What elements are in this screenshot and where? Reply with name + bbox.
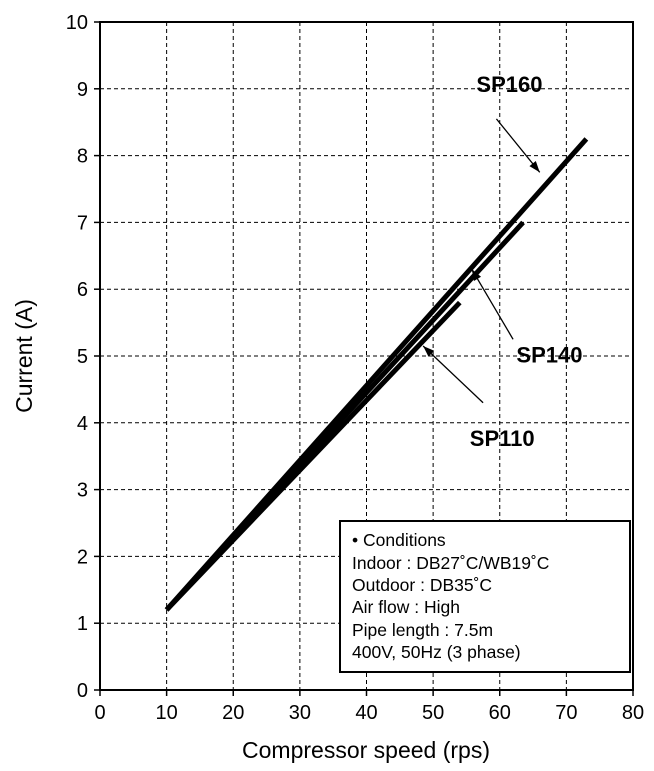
callout-arrow-sp140 bbox=[471, 268, 514, 340]
x-tick-label: 20 bbox=[222, 702, 244, 724]
callout-label-sp140: SP140 bbox=[516, 343, 582, 368]
x-tick-label: 70 bbox=[555, 702, 577, 724]
y-tick-label: 8 bbox=[77, 146, 88, 168]
y-tick-label: 2 bbox=[77, 546, 88, 568]
callout-label-sp160: SP160 bbox=[476, 72, 542, 97]
series-line-sp110 bbox=[164, 300, 462, 612]
callout-label-sp110: SP110 bbox=[470, 426, 535, 451]
conditions-box: • Conditions Indoor : DB27˚C/WB19˚C Outd… bbox=[339, 520, 631, 673]
y-tick-label: 9 bbox=[77, 79, 88, 101]
conditions-indoor: Indoor : DB27˚C/WB19˚C bbox=[352, 553, 549, 573]
y-tick-label: 1 bbox=[77, 613, 88, 635]
callout-arrow-sp110 bbox=[422, 345, 484, 404]
x-tick-label: 40 bbox=[355, 702, 377, 724]
conditions-heading: • Conditions bbox=[352, 530, 446, 550]
y-tick-label: 6 bbox=[77, 279, 88, 301]
x-tick-label: 60 bbox=[489, 702, 511, 724]
x-tick-label: 10 bbox=[156, 702, 178, 724]
conditions-frame bbox=[339, 520, 631, 673]
y-tick-label: 4 bbox=[77, 413, 88, 435]
y-axis-label: Current (A) bbox=[11, 299, 37, 413]
callout-arrowhead-sp140 bbox=[471, 269, 482, 281]
y-tick-label: 3 bbox=[77, 480, 88, 502]
y-tick-label: 10 bbox=[66, 12, 88, 34]
x-tick-label: 80 bbox=[622, 702, 644, 724]
y-tick-label: 5 bbox=[77, 346, 88, 368]
callout-arrowhead-sp160 bbox=[529, 160, 540, 173]
x-tick-label: 0 bbox=[94, 702, 105, 724]
conditions-power: 400V, 50Hz (3 phase) bbox=[352, 642, 521, 662]
conditions-outdoor: Outdoor : DB35˚C bbox=[352, 575, 492, 595]
callout-arrowhead-sp110 bbox=[423, 345, 435, 357]
conditions-pipe-length: Pipe length : 7.5m bbox=[352, 620, 493, 640]
y-tick-label: 0 bbox=[77, 680, 88, 702]
x-axis-label: Compressor speed (rps) bbox=[242, 737, 490, 763]
series-layer bbox=[164, 137, 589, 612]
callout-arrow-sp160 bbox=[495, 118, 541, 173]
y-tick-label: 7 bbox=[77, 212, 88, 234]
x-tick-label: 30 bbox=[289, 702, 311, 724]
tick-labels: 0 10 20 30 40 50 60 70 80 0 1 2 3 4 5 6 7 8 9 10 bbox=[66, 12, 644, 724]
conditions-air-flow: Air flow : High bbox=[352, 597, 460, 617]
annotation-layer: SP160 SP140 SP110 bbox=[422, 72, 582, 451]
x-tick-label: 50 bbox=[422, 702, 444, 724]
